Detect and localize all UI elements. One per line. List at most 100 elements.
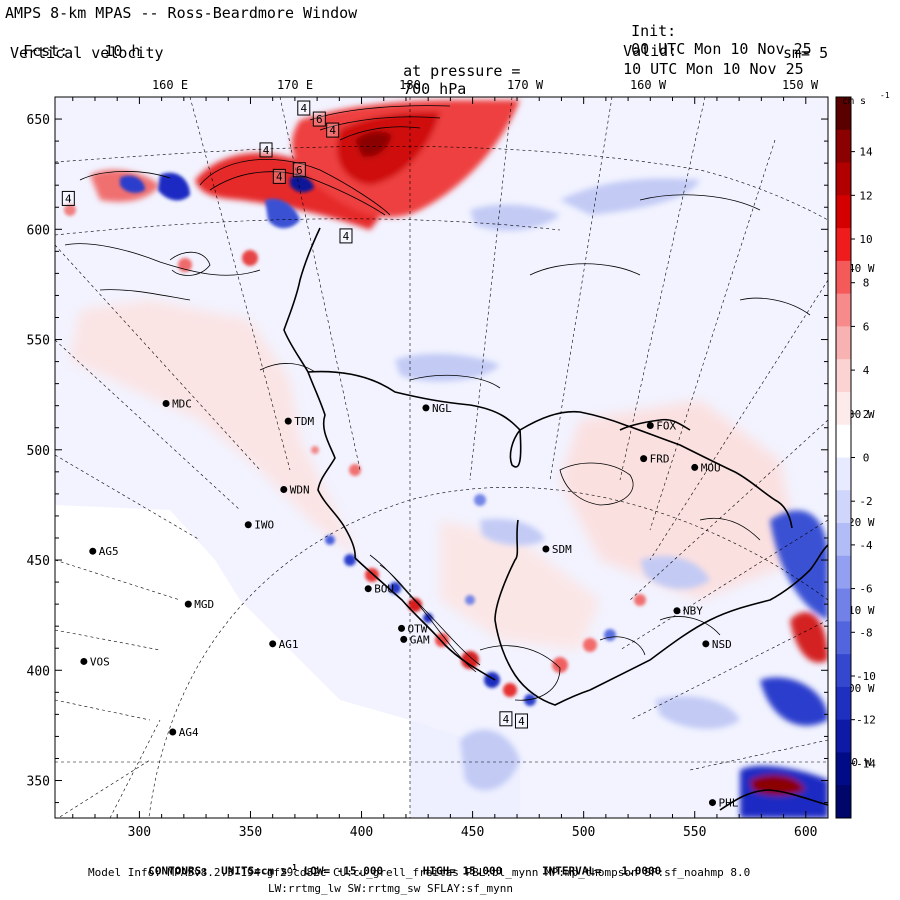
extrema-marker: 4 (326, 122, 340, 138)
station-label: AG4 (179, 726, 199, 739)
station-dot (400, 635, 408, 643)
colorbar: 14 12 10 8 6 4 2 0 -2 -4 -6 -8 -10 -12 -14 (835, 96, 876, 819)
fcst-label: Fcst: (23, 42, 69, 60)
coastline (283, 227, 828, 811)
colorbar-units-exponent: -1 (880, 91, 890, 100)
init-value: 00 UTC Mon 10 Nov 25 (631, 40, 812, 58)
extrema-marker: 4 (259, 142, 273, 158)
station-dot (244, 521, 252, 529)
field-name: Vertical velocity (10, 44, 164, 62)
colorbar-label: -4 (859, 539, 873, 552)
colorbar-swatch (836, 555, 851, 590)
station-label: MGD (194, 598, 214, 611)
valid-value: 10 UTC Mon 10 Nov 25 (623, 60, 804, 78)
extrema-value: 4 (503, 713, 510, 726)
x-tick-label: 350 (239, 825, 262, 840)
negative-vv-north (120, 172, 314, 229)
station-label: MDC (172, 397, 192, 410)
station-bou[interactable]: BOU (364, 583, 394, 596)
colorbar-swatch (836, 752, 851, 786)
station-otw[interactable]: OTW (398, 622, 428, 635)
station-nsd[interactable]: NSD (702, 638, 732, 651)
station-label: NGL (432, 402, 452, 415)
colorbar-label: -6 (859, 583, 872, 596)
station-phl[interactable]: PHL (708, 797, 739, 810)
colorbar-swatch (836, 228, 851, 262)
extrema-box (339, 228, 353, 244)
valid-label: Valid: (623, 42, 678, 60)
station-frd[interactable]: FRD (640, 453, 670, 466)
station-dot (280, 485, 288, 493)
station-dot (673, 607, 681, 615)
longitude-label-top: 150 W (782, 78, 819, 92)
colorbar-swatch (836, 424, 851, 458)
colorbar-swatch (836, 621, 851, 655)
extrema-value: 6 (296, 164, 303, 177)
contour-info: CONTOURS: UNITS=cm s-1 LOW= -15.000 HIGH… (135, 850, 661, 878)
y-tick-label: 600 (27, 223, 50, 238)
extrema-marker: 4 (297, 100, 311, 116)
longitude-label-top: 180 (399, 78, 421, 92)
station-label: TDM (294, 415, 314, 428)
extrema-box (272, 168, 286, 184)
station-wdn[interactable]: WDN (280, 483, 310, 496)
positive-plateau-area (560, 400, 800, 600)
smoothing-label: sm= 5 (783, 44, 829, 62)
contour-range: LOW= -15.000 HIGH= 15.000 INTERVAL= 1.00… (296, 864, 662, 878)
extrema-marker: 4 (339, 228, 353, 244)
longitude-label-top: 170 W (507, 78, 544, 92)
extrema-value: 4 (263, 144, 270, 157)
station-dot (702, 640, 710, 648)
station-label: AG1 (279, 638, 299, 651)
colorbar-swatch (836, 785, 851, 819)
station-ag5[interactable]: AG5 (89, 545, 119, 558)
extrema-value: 4 (343, 230, 350, 243)
station-ag4[interactable]: AG4 (169, 726, 199, 739)
station-gam[interactable]: GAM (400, 633, 430, 646)
station-label: FOX (656, 420, 676, 433)
positive-ice-shelf-area (70, 300, 360, 560)
colorbar-swatch (836, 293, 851, 327)
station-label: GAM (410, 633, 430, 646)
station-label: NSD (712, 638, 732, 651)
station-dot (284, 417, 292, 425)
colorbar-label: 4 (863, 364, 870, 377)
station-fox[interactable]: FOX (646, 420, 677, 433)
station-mdc[interactable]: MDC (162, 397, 192, 410)
station-dot (169, 728, 177, 736)
y-tick-label: 400 (27, 664, 50, 679)
x-tick-label: 300 (128, 825, 151, 840)
station-ag1[interactable]: AG1 (269, 638, 299, 651)
station-label: IWO (254, 519, 274, 532)
station-sdm[interactable]: SDM (542, 543, 572, 556)
station-dot (398, 624, 406, 632)
colorbar-swatch (836, 490, 851, 524)
station-mou[interactable]: MOU (691, 461, 721, 474)
station-dot (80, 657, 88, 665)
colorbar-label: 10 (859, 233, 872, 246)
station-dot (708, 799, 716, 807)
station-nby[interactable]: NBY (673, 605, 703, 618)
valid-time: Valid: 10 UTC Mon 10 Nov 25 (605, 24, 804, 78)
station-label: BOU (374, 583, 394, 596)
colorbar-swatch (836, 195, 851, 229)
station-iwo[interactable]: IWO (244, 519, 274, 532)
y-tick-label: 550 (27, 334, 50, 349)
colorbar-swatch (836, 162, 851, 196)
station-tdm[interactable]: TDM (284, 415, 315, 428)
colorbar-swatch (836, 391, 851, 426)
colorbar-units: cm s (842, 96, 866, 107)
station-dot (640, 455, 648, 463)
colorbar-swatch (836, 654, 851, 688)
station-ngl[interactable]: NGL (422, 402, 452, 415)
station-layer: MDC TDM NGL FOX FRD MOU WDN IWO AG5 SDM BOU MGD NBY O… (80, 397, 739, 810)
colorbar-swatch (836, 523, 851, 557)
station-label: VOS (90, 655, 110, 668)
extrema-box (297, 100, 311, 116)
station-dot (269, 640, 277, 648)
station-mgd[interactable]: MGD (184, 598, 214, 611)
y-tick-label: 650 (27, 113, 50, 128)
station-vos[interactable]: VOS (80, 655, 110, 668)
station-label: NBY (683, 605, 703, 618)
extrema-box (61, 190, 75, 206)
